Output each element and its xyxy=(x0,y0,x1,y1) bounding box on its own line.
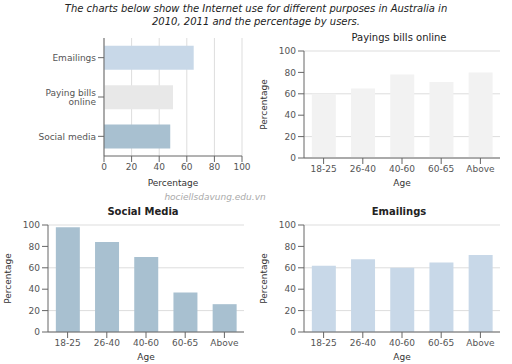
svg-text:60-65: 60-65 xyxy=(172,338,198,348)
svg-text:0: 0 xyxy=(34,327,40,337)
svg-text:18-25: 18-25 xyxy=(311,338,337,348)
html-text:hociellsdavung.edu.vn: hociellsdavung.edu.vn xyxy=(164,192,266,202)
svg-text:0: 0 xyxy=(101,162,107,172)
svg-text:80: 80 xyxy=(29,242,41,252)
html-text:Social Media: Social Media xyxy=(107,206,179,217)
svg-text:Age: Age xyxy=(393,178,411,188)
svg-text:Above: Above xyxy=(466,164,495,174)
svg-text:60-65: 60-65 xyxy=(428,338,454,348)
svg-text:26-40: 26-40 xyxy=(350,164,376,174)
svg-text:26-40: 26-40 xyxy=(350,338,376,348)
svg-text:60: 60 xyxy=(29,263,41,273)
svg-text:40: 40 xyxy=(29,284,41,294)
svg-text:60: 60 xyxy=(181,162,193,172)
svg-text:0: 0 xyxy=(290,327,296,337)
svg-text:80: 80 xyxy=(285,68,297,78)
html-text:2010, 2011 and the percentage: 2010, 2011 and the percentage by users. xyxy=(152,16,360,27)
svg-text:Percentage: Percentage xyxy=(259,79,269,130)
svg-text:100: 100 xyxy=(279,220,296,230)
svg-text:20: 20 xyxy=(285,306,297,316)
svg-text:Social media: Social media xyxy=(38,132,96,142)
svg-text:Age: Age xyxy=(137,352,155,362)
svg-text:40: 40 xyxy=(285,284,297,294)
svg-text:40: 40 xyxy=(153,162,165,172)
svg-text:20: 20 xyxy=(285,132,297,142)
html-text:The charts below show the Inte: The charts below show the Internet use f… xyxy=(64,3,448,14)
svg-text:60: 60 xyxy=(285,263,297,273)
svg-text:40-60: 40-60 xyxy=(389,338,415,348)
svg-text:0: 0 xyxy=(290,153,296,163)
svg-text:80: 80 xyxy=(285,242,297,252)
svg-text:40-60: 40-60 xyxy=(389,164,415,174)
svg-text:60: 60 xyxy=(285,89,297,99)
html-text:Emailings: Emailings xyxy=(371,206,427,217)
svg-text:Above: Above xyxy=(210,338,239,348)
svg-text:60-65: 60-65 xyxy=(428,164,454,174)
svg-text:Percentage: Percentage xyxy=(259,253,269,304)
svg-text:Percentage: Percentage xyxy=(8,253,13,304)
svg-text:Paying billsonline: Paying billsonline xyxy=(45,88,96,107)
svg-text:Emailings: Emailings xyxy=(52,53,96,63)
svg-text:18-25: 18-25 xyxy=(55,338,81,348)
svg-text:80: 80 xyxy=(209,162,221,172)
svg-text:40: 40 xyxy=(285,110,297,120)
svg-text:18-25: 18-25 xyxy=(311,164,337,174)
svg-text:26-40: 26-40 xyxy=(94,338,120,348)
svg-text:100: 100 xyxy=(23,220,40,230)
svg-text:100: 100 xyxy=(279,46,296,56)
svg-text:100: 100 xyxy=(233,162,250,172)
svg-text:Above: Above xyxy=(466,338,495,348)
svg-text:Percentage: Percentage xyxy=(148,178,199,188)
html-text:Payings bills online: Payings bills online xyxy=(351,32,447,43)
svg-text:40-60: 40-60 xyxy=(133,338,159,348)
svg-text:Age: Age xyxy=(393,352,411,362)
svg-text:20: 20 xyxy=(29,306,41,316)
svg-text:20: 20 xyxy=(126,162,138,172)
